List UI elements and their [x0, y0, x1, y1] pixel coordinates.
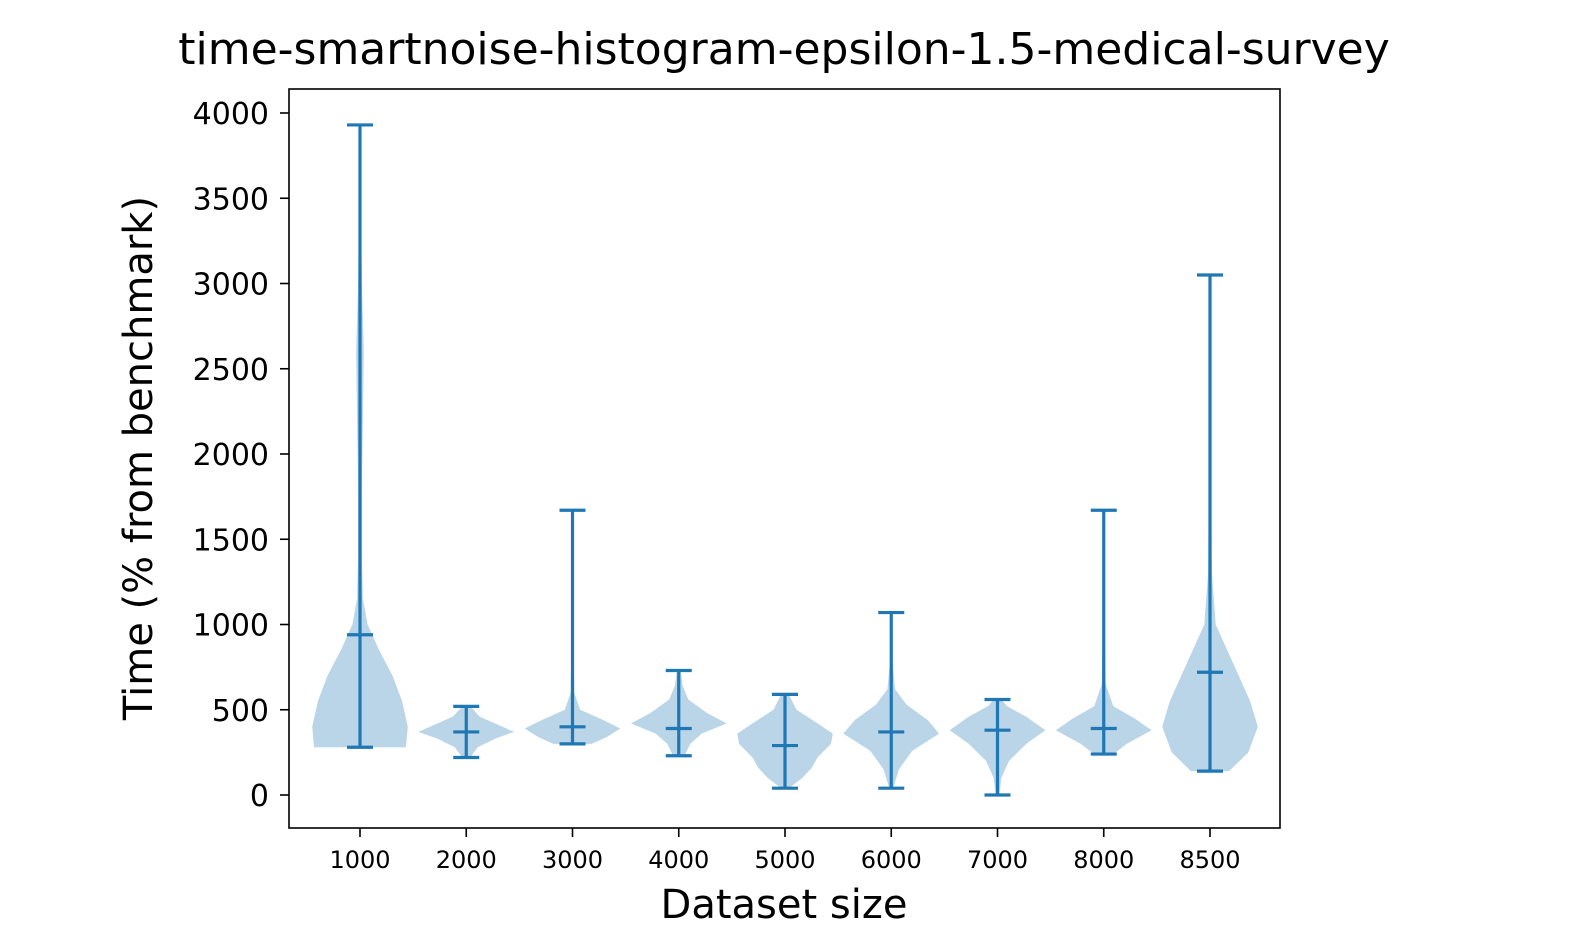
x-tick-label: 4000 [648, 846, 709, 874]
x-tick-label: 1000 [329, 846, 390, 874]
x-tick-label: 3000 [542, 846, 603, 874]
violin-1000 [312, 123, 408, 749]
violin-7000 [949, 697, 1046, 797]
x-tick-label: 2000 [436, 846, 497, 874]
y-axis-label: Time (% from benchmark) [116, 196, 162, 721]
axes: 0 500 1000 1500 2000 2500 3000 3500 4000 1000 2000… [193, 97, 1241, 874]
violin-2000 [418, 704, 515, 760]
x-tick-label: 6000 [861, 846, 922, 874]
y-tick-label: 1000 [193, 609, 269, 644]
x-axis-label: Dataset size [661, 882, 908, 928]
y-tick-label: 4000 [193, 97, 269, 132]
y-tick-label: 500 [212, 694, 269, 729]
x-tick-label: 7000 [967, 846, 1028, 874]
y-tick-label: 2500 [193, 353, 269, 388]
violin-5000 [737, 692, 833, 790]
violin-8000 [1055, 508, 1152, 756]
x-tick-label: 8500 [1179, 846, 1240, 874]
y-tick-label: 2000 [193, 438, 269, 473]
violin-3000 [524, 508, 621, 746]
chart-title: time-smartnoise-histogram-epsilon-1.5-me… [178, 24, 1390, 75]
violin-6000 [843, 610, 940, 790]
y-tick-label: 3500 [193, 182, 269, 217]
violin-8500 [1162, 273, 1258, 773]
x-tick-label: 5000 [754, 846, 815, 874]
y-tick-label: 0 [250, 779, 269, 814]
y-tick-label: 1500 [193, 523, 269, 558]
violin-4000 [630, 668, 727, 758]
plot-area [312, 123, 1258, 797]
x-tick-label: 8000 [1073, 846, 1134, 874]
y-tick-label: 3000 [193, 268, 269, 303]
